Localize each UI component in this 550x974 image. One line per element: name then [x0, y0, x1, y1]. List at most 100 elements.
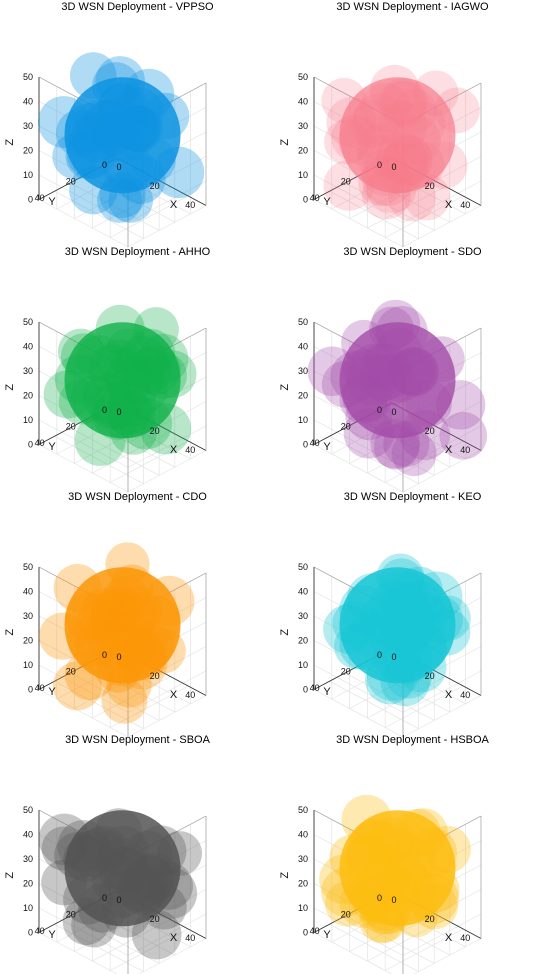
z-tick-label: 30 [23, 854, 33, 864]
y-axis-label: Y [323, 196, 331, 208]
sensor-coverage-core [340, 810, 456, 926]
z-tick-label: 40 [23, 97, 33, 107]
z-tick-label: 50 [298, 805, 308, 815]
sensor-coverage-group [321, 65, 479, 222]
y-axis-label: Y [48, 929, 56, 941]
x-tick-label: 20 [150, 181, 160, 191]
z-axis-label: Z [4, 384, 16, 391]
z-tick-label: 40 [298, 97, 308, 107]
sensor-coverage-core [340, 77, 456, 193]
z-tick-label: 10 [23, 170, 33, 180]
y-tick-label: 40 [35, 683, 45, 693]
z-tick-label: 50 [298, 317, 308, 327]
z-tick-label: 20 [23, 391, 33, 401]
y-axis-label: Y [48, 441, 56, 453]
z-tick-label: 40 [298, 342, 308, 352]
z-axis-label: Z [279, 629, 291, 636]
y-axis-label: Y [323, 686, 331, 698]
z-tick-label: 30 [298, 121, 308, 131]
z-tick-label: 0 [28, 440, 33, 450]
z-tick-label: 0 [303, 928, 308, 938]
z-tick-label: 10 [23, 903, 33, 913]
z-tick-label: 10 [298, 903, 308, 913]
y-tick-label: 20 [341, 910, 351, 920]
y-tick-label: 20 [341, 177, 351, 187]
sensor-coverage-group [323, 553, 471, 706]
sensor-coverage-group [38, 52, 204, 223]
y-tick-label: 0 [102, 650, 107, 660]
grid-line [403, 939, 481, 974]
sensor-coverage-core [65, 77, 181, 193]
z-tick-label: 30 [23, 611, 33, 621]
x-axis-label: X [445, 199, 453, 211]
x-tick-label: 0 [116, 407, 121, 417]
x-tick-label: 40 [185, 200, 195, 210]
y-tick-label: 0 [377, 405, 382, 415]
x-tick-label: 20 [425, 426, 435, 436]
sensor-coverage-core [65, 567, 181, 683]
y-tick-label: 0 [102, 405, 107, 415]
y-tick-label: 20 [66, 667, 76, 677]
z-tick-label: 0 [28, 928, 33, 938]
z-tick-label: 0 [303, 440, 308, 450]
z-tick-label: 40 [23, 830, 33, 840]
z-tick-label: 10 [23, 415, 33, 425]
z-tick-label: 30 [23, 121, 33, 131]
z-tick-label: 10 [298, 415, 308, 425]
z-tick-label: 20 [298, 636, 308, 646]
y-axis-label: Y [323, 441, 331, 453]
z-tick-label: 40 [298, 587, 308, 597]
y-tick-label: 40 [310, 438, 320, 448]
y-axis-label: Y [48, 196, 56, 208]
x-tick-label: 40 [460, 933, 470, 943]
z-tick-label: 30 [23, 366, 33, 376]
z-tick-label: 20 [298, 391, 308, 401]
z-tick-label: 40 [23, 342, 33, 352]
y-tick-label: 0 [377, 160, 382, 170]
z-tick-label: 20 [298, 879, 308, 889]
z-tick-label: 10 [298, 660, 308, 670]
z-tick-label: 20 [23, 146, 33, 156]
y-tick-label: 40 [310, 683, 320, 693]
z-tick-label: 0 [303, 685, 308, 695]
y-axis-label: Y [48, 686, 56, 698]
sensor-coverage-core [65, 810, 181, 926]
x-axis-label: X [170, 444, 178, 456]
z-axis-label: Z [279, 139, 291, 146]
z-axis-label: Z [4, 139, 16, 146]
z-tick-label: 20 [298, 146, 308, 156]
z-tick-label: 50 [23, 72, 33, 82]
y-tick-label: 40 [35, 926, 45, 936]
y-tick-label: 20 [341, 667, 351, 677]
x-axis-label: X [445, 444, 453, 456]
z-tick-label: 20 [23, 879, 33, 889]
x-tick-label: 0 [391, 162, 396, 172]
y-tick-label: 0 [102, 160, 107, 170]
z-tick-label: 50 [23, 317, 33, 327]
x-axis-label: X [445, 932, 453, 944]
z-tick-label: 10 [298, 170, 308, 180]
z-tick-label: 50 [23, 562, 33, 572]
z-axis-label: Z [4, 872, 16, 879]
z-axis-label: Z [279, 872, 291, 879]
z-axis-label: Z [279, 384, 291, 391]
sensor-coverage-group [319, 795, 471, 944]
x-tick-label: 0 [391, 407, 396, 417]
y-tick-label: 20 [66, 177, 76, 187]
x-axis-label: X [445, 689, 453, 701]
x-tick-label: 0 [391, 895, 396, 905]
x-tick-label: 0 [116, 162, 121, 172]
